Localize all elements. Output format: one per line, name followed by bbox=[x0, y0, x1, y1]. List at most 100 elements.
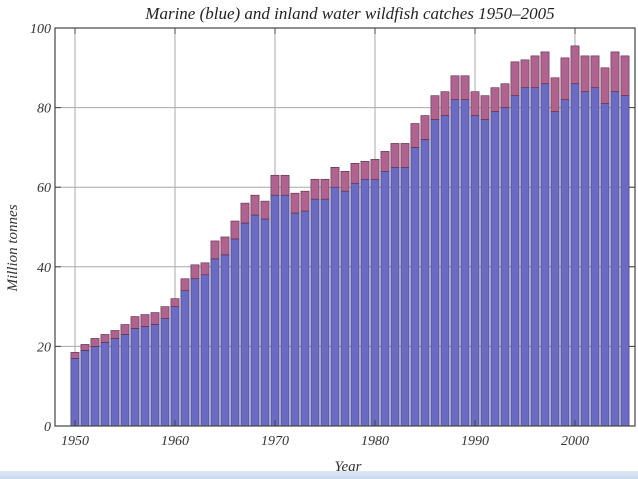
x-tick-label: 1980 bbox=[361, 434, 389, 449]
bar-inland bbox=[490, 87, 500, 112]
y-axis-label: Million tonnes bbox=[5, 204, 21, 292]
bar-inland bbox=[300, 190, 310, 212]
bar-inland bbox=[570, 45, 580, 85]
bar-marine bbox=[120, 334, 130, 427]
bar-marine bbox=[190, 278, 200, 427]
bar-inland bbox=[260, 200, 270, 220]
bar-marine bbox=[610, 91, 620, 427]
bar-inland bbox=[180, 278, 190, 291]
bar-inland bbox=[390, 143, 400, 168]
bar-marine bbox=[600, 103, 610, 427]
bar-inland bbox=[170, 298, 180, 307]
x-tick-label: 1990 bbox=[461, 434, 489, 449]
bar-marine bbox=[150, 324, 160, 427]
bar-inland bbox=[230, 220, 240, 240]
bar-inland bbox=[450, 75, 460, 100]
axis-ticks: 1950 1960 1970 1980 1990 2000 0 20 40 60 80 100 bbox=[30, 22, 635, 449]
bars bbox=[70, 45, 630, 427]
bar-marine bbox=[350, 182, 360, 427]
bar-marine bbox=[210, 258, 220, 427]
bar-marine bbox=[580, 91, 590, 427]
bar-marine bbox=[200, 274, 210, 427]
bar-marine bbox=[180, 290, 190, 427]
bar-marine bbox=[570, 83, 580, 427]
plot-frame bbox=[54, 27, 636, 427]
bar-marine bbox=[300, 210, 310, 427]
bar-marine bbox=[460, 99, 470, 427]
bar-marine bbox=[310, 198, 320, 427]
bar-marine bbox=[270, 194, 280, 427]
bar-inland bbox=[340, 170, 350, 192]
bar-inland bbox=[320, 178, 330, 200]
bar-inland bbox=[590, 55, 600, 89]
bar-marine bbox=[590, 87, 600, 427]
bar-inland bbox=[270, 174, 280, 196]
bar-marine bbox=[240, 222, 250, 427]
bar-marine bbox=[140, 326, 150, 427]
y-tick-label: 20 bbox=[37, 340, 51, 355]
bar-inland bbox=[420, 115, 430, 140]
bar-marine bbox=[260, 218, 270, 427]
bar-inland bbox=[400, 143, 410, 168]
chart-title: Marine (blue) and inland water wildfish … bbox=[144, 4, 554, 23]
bar-marine bbox=[70, 358, 80, 427]
y-tick-label: 80 bbox=[37, 102, 51, 117]
bar-inland bbox=[480, 95, 490, 120]
bar-marine bbox=[160, 318, 170, 427]
bar-marine bbox=[540, 83, 550, 427]
bar-marine bbox=[280, 194, 290, 427]
bar-marine bbox=[170, 306, 180, 427]
bar-marine bbox=[440, 115, 450, 427]
bar-marine bbox=[550, 111, 560, 427]
bar-inland bbox=[470, 91, 480, 116]
bar-marine bbox=[110, 338, 120, 427]
bar-marine bbox=[390, 167, 400, 427]
bar-marine bbox=[530, 87, 540, 427]
bar-inland bbox=[410, 123, 420, 148]
bar-marine bbox=[430, 119, 440, 427]
bar-marine bbox=[420, 139, 430, 427]
bar-inland bbox=[240, 202, 250, 224]
bar-inland bbox=[80, 344, 90, 351]
bar-marine bbox=[220, 254, 230, 427]
bar-marine bbox=[620, 95, 630, 427]
bar-inland bbox=[210, 240, 220, 260]
bar-inland bbox=[380, 151, 390, 172]
bar-inland bbox=[130, 316, 140, 329]
bar-marine bbox=[510, 95, 520, 427]
bar-inland bbox=[530, 55, 540, 89]
x-tick-label: 2000 bbox=[561, 434, 589, 449]
x-tick-label: 1950 bbox=[61, 434, 89, 449]
bar-inland bbox=[220, 236, 230, 256]
bar-marine bbox=[80, 350, 90, 427]
bar-inland bbox=[350, 163, 360, 184]
bar-inland bbox=[430, 95, 440, 120]
bar-marine bbox=[130, 328, 140, 427]
bar-inland bbox=[250, 194, 260, 216]
bar-marine bbox=[500, 107, 510, 427]
bar-inland bbox=[100, 334, 110, 343]
bar-marine bbox=[470, 115, 480, 427]
bar-inland bbox=[370, 159, 380, 180]
y-tick-label: 40 bbox=[37, 261, 51, 276]
bar-inland bbox=[510, 61, 520, 96]
bar-marine bbox=[400, 167, 410, 427]
y-tick-label: 60 bbox=[37, 181, 51, 196]
bar-marine bbox=[340, 190, 350, 427]
bar-marine bbox=[230, 238, 240, 427]
bar-inland bbox=[160, 306, 170, 319]
bar-inland bbox=[610, 51, 620, 92]
bar-inland bbox=[560, 57, 570, 100]
bar-inland bbox=[120, 324, 130, 335]
bar-inland bbox=[200, 262, 210, 276]
bar-inland bbox=[140, 314, 150, 327]
y-tick-label: 0 bbox=[44, 420, 51, 435]
bar-marine bbox=[330, 186, 340, 427]
bar-inland bbox=[190, 264, 200, 280]
bar-marine bbox=[490, 111, 500, 427]
bar-marine bbox=[370, 178, 380, 427]
bar-inland bbox=[70, 352, 80, 359]
bar-inland bbox=[150, 312, 160, 325]
